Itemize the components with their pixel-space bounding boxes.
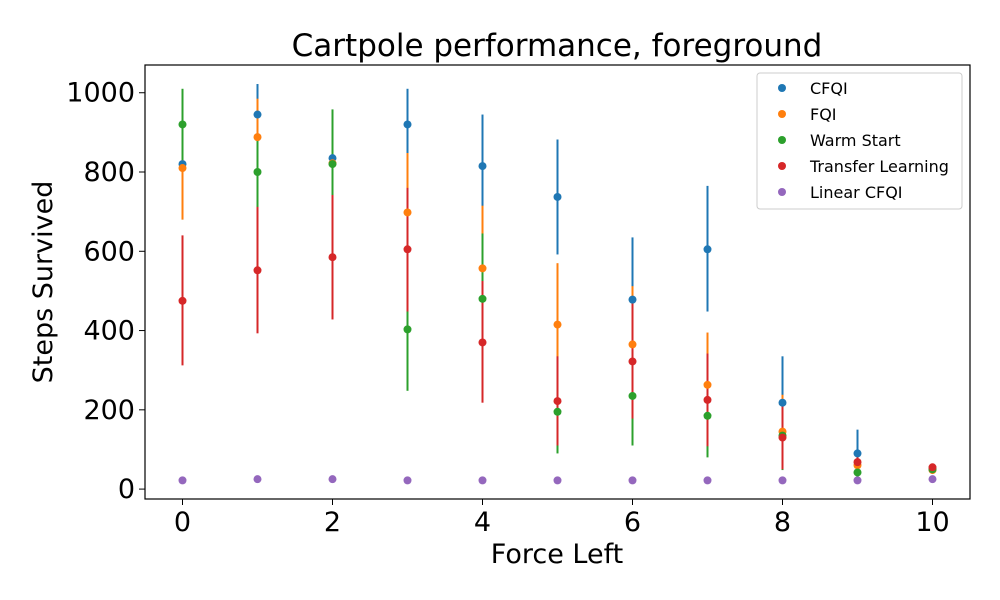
point-linear-cfqi bbox=[553, 476, 562, 485]
x-axis-label: Force Left bbox=[491, 539, 623, 570]
point-linear-cfqi bbox=[928, 475, 937, 484]
point-transfer-learning bbox=[403, 245, 412, 254]
point-linear-cfqi bbox=[703, 476, 712, 485]
x-tick-label: 6 bbox=[624, 507, 641, 538]
y-tick-label: 200 bbox=[83, 395, 135, 426]
point-cfqi bbox=[853, 449, 862, 458]
point-warm-start bbox=[253, 168, 262, 177]
legend-label-cfqi: CFQI bbox=[810, 79, 848, 98]
point-transfer-learning bbox=[928, 463, 937, 472]
point-linear-cfqi bbox=[628, 476, 637, 485]
point-transfer-learning bbox=[853, 458, 862, 467]
point-cfqi bbox=[778, 398, 787, 407]
point-fqi bbox=[703, 380, 712, 389]
legend-label-linear-cfqi: Linear CFQI bbox=[810, 183, 903, 202]
point-linear-cfqi bbox=[853, 476, 862, 485]
x-tick-label: 0 bbox=[174, 507, 191, 538]
point-fqi bbox=[553, 320, 562, 329]
x-axis: 0 2 4 6 8 10 bbox=[174, 499, 950, 538]
legend-marker-transfer-learning bbox=[778, 162, 786, 170]
x-tick-label: 10 bbox=[915, 507, 949, 538]
point-transfer-learning bbox=[178, 296, 187, 305]
y-tick-label: 0 bbox=[118, 474, 135, 505]
point-warm-start bbox=[703, 411, 712, 420]
point-linear-cfqi bbox=[478, 476, 487, 485]
point-warm-start bbox=[328, 160, 337, 169]
legend-label-fqi: FQI bbox=[810, 105, 837, 124]
legend-marker-fqi bbox=[778, 110, 786, 118]
y-tick-label: 1000 bbox=[66, 78, 135, 109]
data-points bbox=[178, 110, 937, 485]
point-cfqi bbox=[553, 192, 562, 201]
point-transfer-learning bbox=[478, 338, 487, 347]
y-tick-label: 600 bbox=[83, 236, 135, 267]
point-fqi bbox=[178, 164, 187, 173]
point-cfqi bbox=[703, 245, 712, 254]
legend-marker-warm-start bbox=[778, 136, 786, 144]
point-linear-cfqi bbox=[253, 475, 262, 484]
point-warm-start bbox=[628, 391, 637, 400]
point-warm-start bbox=[853, 468, 862, 477]
point-warm-start bbox=[478, 294, 487, 303]
plot-frame bbox=[144, 64, 971, 500]
point-transfer-learning bbox=[703, 395, 712, 404]
point-cfqi bbox=[628, 295, 637, 304]
point-fqi bbox=[403, 208, 412, 217]
point-transfer-learning bbox=[553, 397, 562, 406]
point-cfqi bbox=[253, 110, 262, 119]
plot-area bbox=[144, 64, 971, 500]
point-warm-start bbox=[178, 120, 187, 129]
legend-label-warm-start: Warm Start bbox=[810, 131, 901, 150]
legend: CFQI FQI Warm Start Transfer Learning Linear… bbox=[756, 72, 963, 210]
x-tick-label: 4 bbox=[474, 507, 491, 538]
point-warm-start bbox=[403, 325, 412, 334]
point-linear-cfqi bbox=[178, 476, 187, 485]
point-transfer-learning bbox=[328, 253, 337, 262]
x-tick-label: 8 bbox=[774, 507, 791, 538]
legend-marker-linear-cfqi bbox=[778, 188, 786, 196]
legend-frame bbox=[756, 72, 963, 210]
point-fqi bbox=[478, 264, 487, 273]
legend-label-transfer-learning: Transfer Learning bbox=[809, 157, 949, 176]
y-tick-label: 400 bbox=[83, 316, 135, 347]
point-fqi bbox=[628, 340, 637, 349]
x-tick-label: 2 bbox=[324, 507, 341, 538]
point-linear-cfqi bbox=[328, 475, 337, 484]
y-axis-label: Steps Survived bbox=[28, 181, 59, 384]
point-transfer-learning bbox=[253, 266, 262, 275]
point-cfqi bbox=[403, 120, 412, 129]
point-linear-cfqi bbox=[778, 476, 787, 485]
y-tick-label: 800 bbox=[83, 157, 135, 188]
point-linear-cfqi bbox=[403, 476, 412, 485]
chart-title: Cartpole performance, foreground bbox=[292, 28, 823, 64]
point-cfqi bbox=[478, 162, 487, 171]
point-warm-start bbox=[553, 407, 562, 416]
legend-marker-cfqi bbox=[778, 84, 786, 92]
point-transfer-learning bbox=[778, 433, 787, 442]
point-transfer-learning bbox=[628, 357, 637, 366]
y-axis: 0 200 400 600 800 1000 bbox=[66, 78, 145, 505]
point-fqi bbox=[253, 133, 262, 142]
